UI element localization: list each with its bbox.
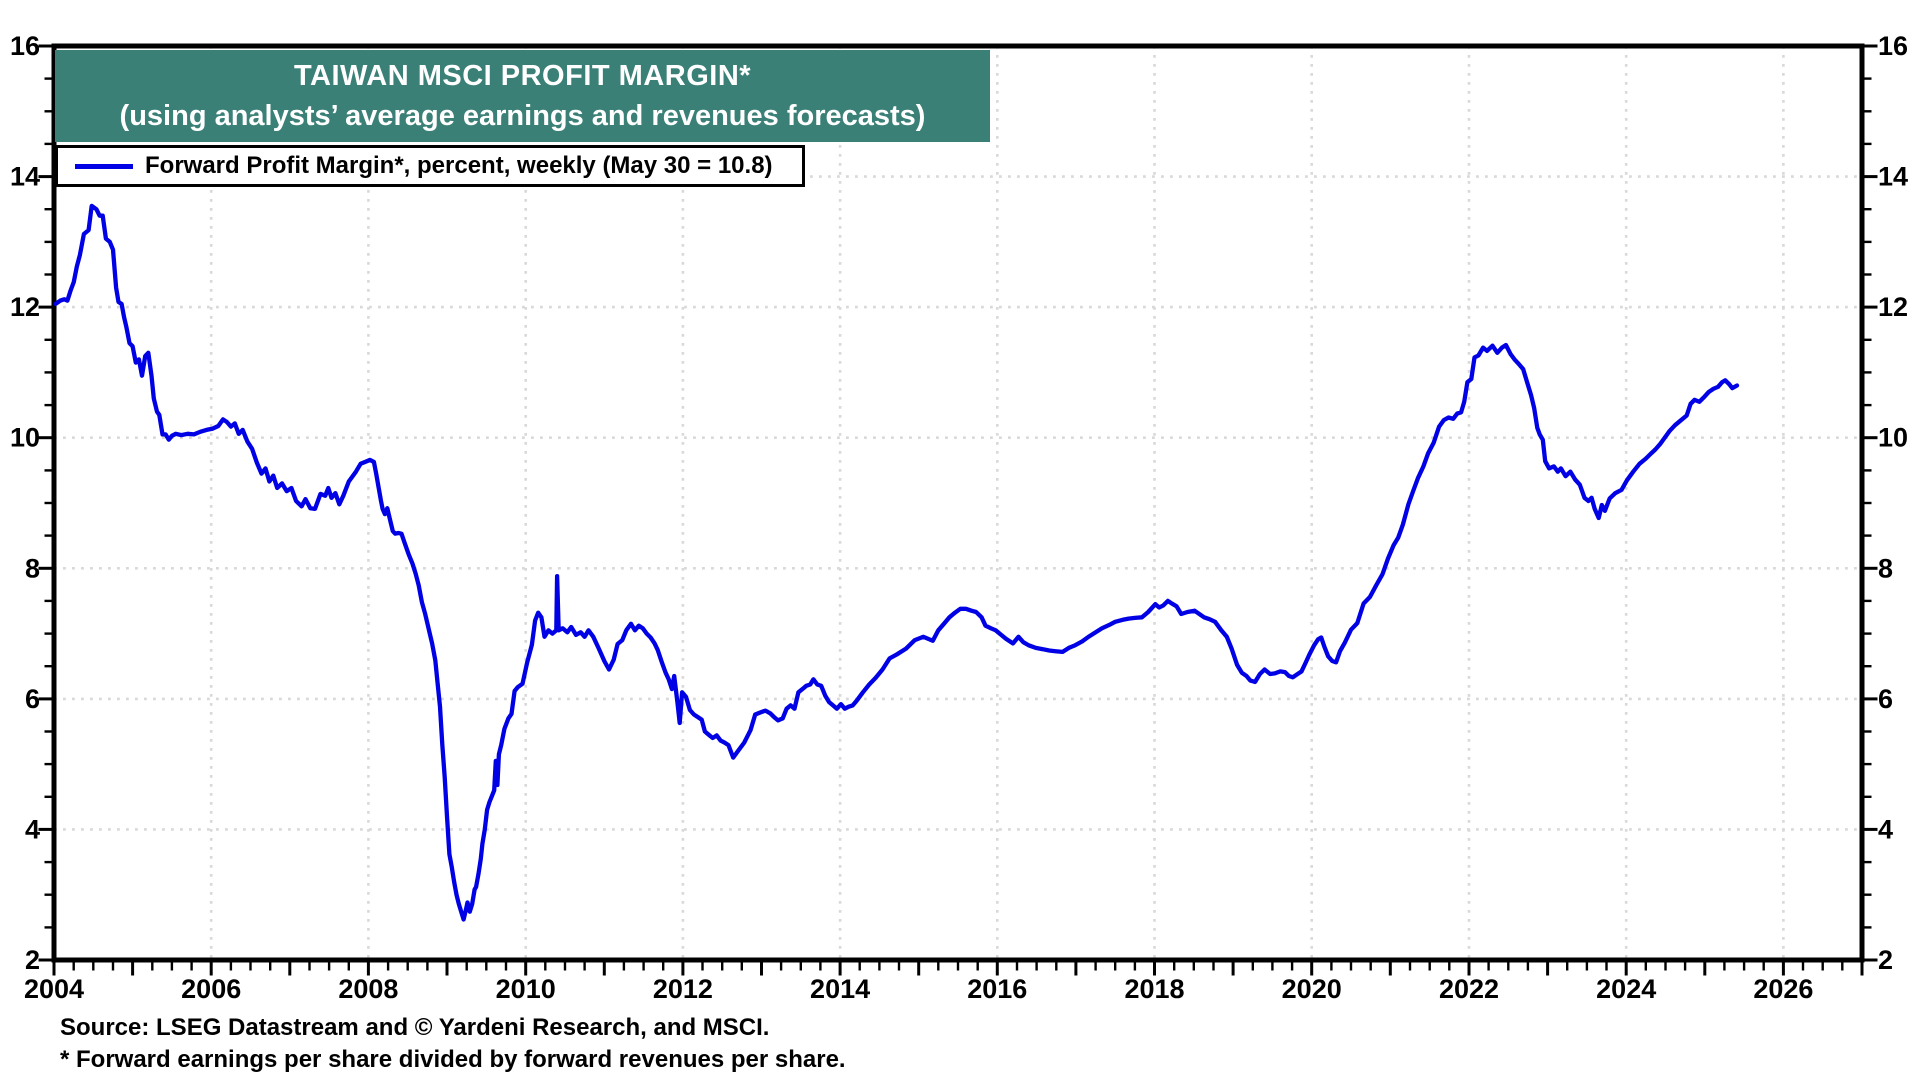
- chart-subtitle: (using analysts’ average earnings and re…: [119, 100, 926, 132]
- x-axis-label: 2014: [810, 974, 870, 1004]
- y-axis-label-left: 4: [25, 814, 40, 844]
- y-axis-label-right: 6: [1878, 684, 1893, 714]
- chart-title-band: TAIWAN MSCI PROFIT MARGIN* (using analys…: [55, 50, 990, 142]
- y-axis-label-right: 2: [1878, 945, 1893, 975]
- x-axis-label: 2010: [496, 974, 556, 1004]
- legend-label: Forward Profit Margin*, percent, weekly …: [145, 152, 773, 179]
- x-axis-label: 2004: [24, 974, 84, 1004]
- x-axis-label: 2008: [338, 974, 398, 1004]
- y-axis-label-right: 4: [1878, 814, 1893, 844]
- y-axis-label-right: 16: [1878, 31, 1908, 61]
- x-axis-label: 2026: [1753, 974, 1813, 1004]
- chart-title: TAIWAN MSCI PROFIT MARGIN*: [293, 60, 752, 92]
- source-text: Source: LSEG Datastream and © Yardeni Re…: [60, 1014, 770, 1041]
- legend: Forward Profit Margin*, percent, weekly …: [55, 145, 805, 187]
- x-axis-label: 2018: [1124, 974, 1184, 1004]
- x-axis-label: 2024: [1596, 974, 1656, 1004]
- x-axis-label: 2016: [967, 974, 1027, 1004]
- y-axis-label-left: 14: [10, 162, 40, 192]
- profit-margin-line: [53, 203, 1740, 922]
- y-axis-label-right: 10: [1878, 423, 1908, 453]
- y-axis-label-left: 12: [10, 292, 40, 322]
- x-axis-label: 2022: [1439, 974, 1499, 1004]
- x-axis-label: 2020: [1282, 974, 1342, 1004]
- y-axis-label-left: 10: [10, 423, 40, 453]
- y-axis-label-right: 8: [1878, 553, 1893, 583]
- y-axis-label-left: 16: [10, 31, 40, 61]
- y-axis-label-left: 2: [25, 945, 40, 975]
- y-axis-label-right: 14: [1878, 162, 1908, 192]
- x-axis-label: 2006: [181, 974, 241, 1004]
- y-axis-label-right: 12: [1878, 292, 1908, 322]
- footnote-text: * Forward earnings per share divided by …: [60, 1046, 846, 1073]
- x-axis-label: 2012: [653, 974, 713, 1004]
- legend-line-swatch: [75, 163, 133, 169]
- y-axis-label-left: 8: [25, 553, 40, 583]
- plot-frame: [51, 43, 1865, 963]
- y-axis-label-left: 6: [25, 684, 40, 714]
